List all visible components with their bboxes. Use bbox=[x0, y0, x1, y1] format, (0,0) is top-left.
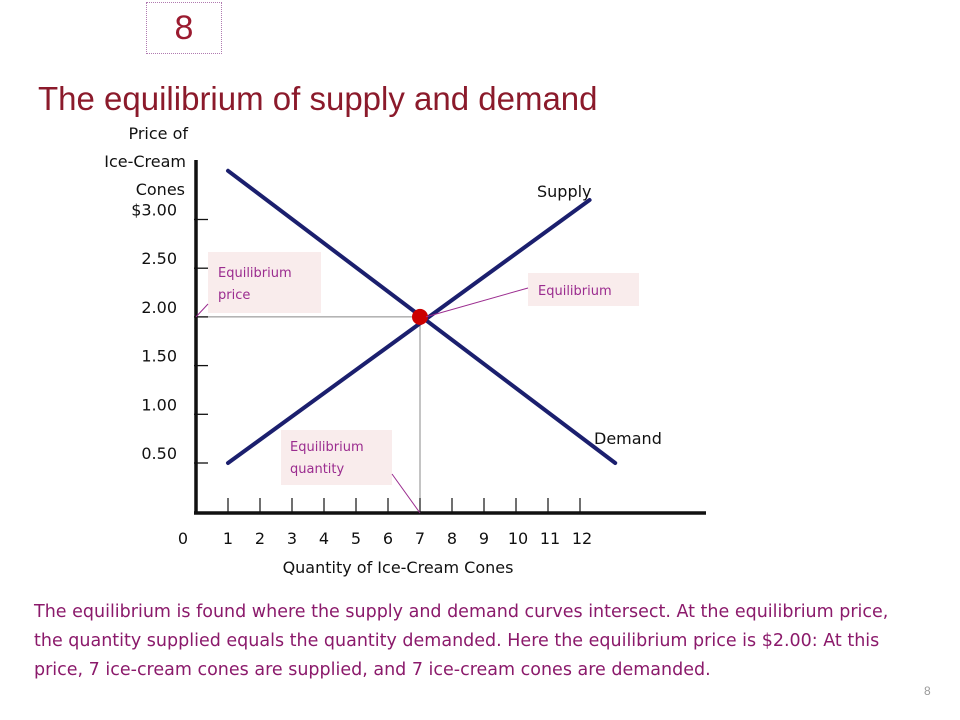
equilibrium-price-callout-box bbox=[208, 252, 321, 313]
slide-number-badge-text: 8 bbox=[174, 8, 194, 47]
x-tick-label: 11 bbox=[540, 529, 560, 548]
equilibrium-callout-text: Equilibrium bbox=[538, 284, 612, 299]
x-tick-label: 5 bbox=[351, 529, 361, 548]
explanation-caption: The equilibrium is found where the suppl… bbox=[34, 602, 889, 680]
y-tick-label: 0.50 bbox=[141, 444, 177, 463]
equilibrium-quantity-callout-text: Equilibrium bbox=[290, 440, 364, 455]
axis-labels: 0.501.001.502.002.50$3.000 1 2 3 4 5 6 7 8 9 10 11 1… bbox=[104, 124, 662, 577]
equilibrium-leader bbox=[425, 287, 529, 318]
x-tick-label: 6 bbox=[383, 529, 393, 548]
supply-curve bbox=[226, 198, 592, 465]
x-tick-label: 8 bbox=[447, 529, 457, 548]
supply-label: Supply bbox=[537, 182, 592, 201]
y-tick-label: 1.00 bbox=[141, 395, 177, 414]
x-tick-label: 12 bbox=[572, 529, 592, 548]
callouts: Equilibrium price Equilibrium Equilibrium qu… bbox=[195, 252, 639, 514]
axes bbox=[194, 160, 706, 515]
slide-number-badge: 8 bbox=[146, 2, 222, 54]
equilibrium-quantity-callout-box bbox=[281, 430, 392, 485]
equilibrium-quantity-callout-text: quantity bbox=[290, 462, 345, 477]
x-tick-label: 4 bbox=[319, 529, 329, 548]
x-tick-label: 10 bbox=[508, 529, 528, 548]
equilibrium-point bbox=[412, 308, 428, 325]
equilibrium-quantity-leader bbox=[391, 473, 421, 514]
supply-demand-chart: Equilibrium price Equilibrium Equilibrium qu… bbox=[104, 124, 706, 577]
x-tick-label: 0 bbox=[178, 529, 188, 548]
x-tick-label: 9 bbox=[479, 529, 489, 548]
x-tick-label: 7 bbox=[415, 529, 425, 548]
guide-lines bbox=[196, 316, 421, 513]
x-tick-label: 2 bbox=[255, 529, 265, 548]
y-axis-title-line: Price of bbox=[128, 124, 188, 143]
page-number: 8 bbox=[924, 684, 931, 698]
y-tick-label: 2.00 bbox=[141, 298, 177, 317]
equilibrium-price-leader bbox=[195, 303, 209, 318]
x-tick-label: 1 bbox=[223, 529, 233, 548]
slide-title: The equilibrium of supply and demand bbox=[38, 80, 598, 117]
y-tick-label: $3.00 bbox=[131, 201, 177, 220]
y-axis-title-line: Cones bbox=[136, 180, 185, 199]
equilibrium-price-callout-text: Equilibrium bbox=[218, 266, 292, 281]
demand-label: Demand bbox=[594, 429, 662, 448]
x-axis-title: Quantity of Ice-Cream Cones bbox=[283, 558, 514, 577]
y-tick-label: 1.50 bbox=[141, 347, 177, 366]
equilibrium-callout-box bbox=[528, 273, 639, 306]
x-tick-label: 3 bbox=[287, 529, 297, 548]
y-tick-label: 2.50 bbox=[141, 249, 177, 268]
equilibrium-price-callout-text: price bbox=[218, 288, 250, 303]
curves bbox=[226, 168, 618, 465]
y-axis-title-line: Ice-Cream bbox=[104, 152, 186, 171]
